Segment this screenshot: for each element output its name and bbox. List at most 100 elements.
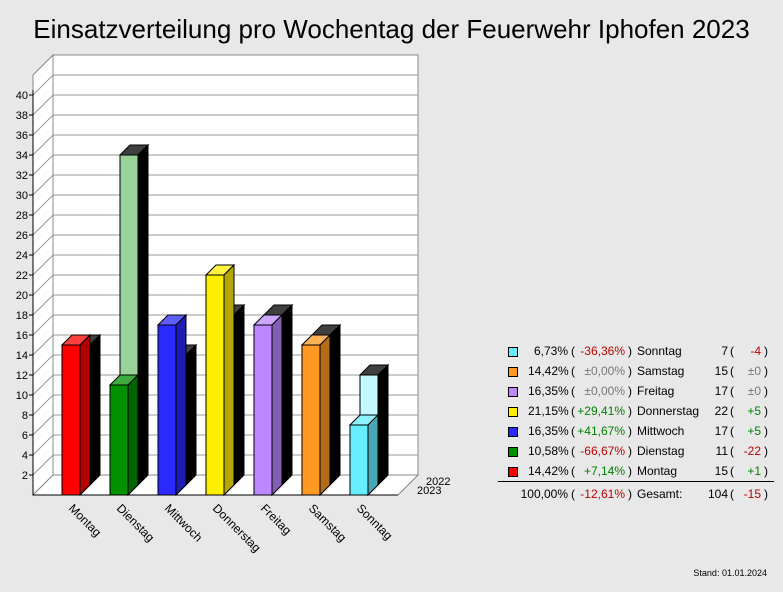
left-wall xyxy=(32,53,54,497)
bar-2023-freitag xyxy=(252,313,284,497)
legend-row: 16,35%(+41,67%) Mittwoch 17(+5) xyxy=(498,421,776,441)
y-tick-label: 22 xyxy=(16,270,28,282)
legend-divider xyxy=(498,481,774,482)
y-tick-label: 14 xyxy=(16,350,28,362)
legend-swatch xyxy=(508,407,518,417)
y-tick-label: 24 xyxy=(16,250,28,262)
legend-delta: ±0 xyxy=(747,364,761,378)
legend-day: Donnerstag xyxy=(637,404,700,418)
legend-row: 6,73%(-36,36%) Sonntag 7(-4) xyxy=(498,341,776,361)
legend-pct: 6,73% xyxy=(533,344,568,358)
legend-delta: +1 xyxy=(747,464,761,478)
bar-2023-sonntag-side xyxy=(367,413,379,497)
legend-pct: 14,42% xyxy=(528,464,569,478)
bar-2022-freitag-side xyxy=(281,303,293,487)
bar-2023-mittwoch xyxy=(156,313,188,497)
legend-paren-close: ) xyxy=(764,404,768,418)
legend-paren-open: ( xyxy=(730,444,734,458)
legend-row: 14,42%(±0,00%) Samstag 15(±0) xyxy=(498,361,776,381)
legend-total-label: Gesamt: xyxy=(637,487,683,501)
legend-paren-close: ) xyxy=(628,487,632,501)
gridline xyxy=(32,254,418,276)
legend-row: 10,58%(-66,67%) Dienstag 11(-22) xyxy=(498,441,776,461)
bar-2023-mittwoch-front xyxy=(157,324,177,496)
legend-count: 17 xyxy=(714,424,728,438)
x-tick-label-samstag: Samstag xyxy=(306,501,349,544)
legend-paren-close: ) xyxy=(764,344,768,358)
legend-row: 21,15%(+29,41%) Donnerstag 22(+5) xyxy=(498,401,776,421)
legend-row: 14,42%(+7,14%) Montag 15(+1) xyxy=(498,461,776,481)
bar-2022-mittwoch-side xyxy=(185,343,197,487)
legend-paren-open: ( xyxy=(730,404,734,418)
legend-paren-open: ( xyxy=(730,487,734,501)
x-tick-label-dienstag: Dienstag xyxy=(114,501,157,544)
legend-change: ±0,00% xyxy=(584,384,625,398)
legend-pct: 16,35% xyxy=(528,424,569,438)
legend-count: 15 xyxy=(714,464,728,478)
legend-paren-close: ) xyxy=(628,364,632,378)
x-tick-label-donnerstag: Donnerstag xyxy=(210,501,264,555)
chart-title: Einsatzverteilung pro Wochentag der Feue… xyxy=(33,14,750,44)
legend-paren-close: ) xyxy=(764,384,768,398)
legend-paren-close: ) xyxy=(764,444,768,458)
y-tick-label: 20 xyxy=(16,290,28,302)
gridline xyxy=(32,114,418,136)
legend-paren-open: ( xyxy=(571,384,575,398)
legend-paren-open: ( xyxy=(571,424,575,438)
bar-2023-freitag-side xyxy=(271,313,283,497)
legend-paren-close: ) xyxy=(764,464,768,478)
bar-2022-sonntag-side xyxy=(377,363,389,487)
legend-day: Sonntag xyxy=(637,344,682,358)
legend-paren-close: ) xyxy=(764,487,768,501)
legend-day: Mittwoch xyxy=(637,424,685,438)
bar-2023-samstag xyxy=(300,333,332,497)
legend-pct: 21,15% xyxy=(528,404,569,418)
legend-delta: -4 xyxy=(750,344,761,358)
legend-change: +7,14% xyxy=(583,464,625,478)
y-tick-label: 18 xyxy=(16,310,28,322)
legend-paren-close: ) xyxy=(628,444,632,458)
legend-paren-close: ) xyxy=(628,384,632,398)
legend-paren-close: ) xyxy=(628,404,632,418)
legend-swatch xyxy=(508,387,518,397)
legend-pct: 10,58% xyxy=(528,444,569,458)
legend-delta: +5 xyxy=(747,404,761,418)
gridline xyxy=(32,414,418,436)
legend-paren-close: ) xyxy=(628,424,632,438)
gridline xyxy=(32,334,418,356)
bar-2022-samstag-side xyxy=(329,323,341,487)
bar-2022-dienstag-side xyxy=(137,143,149,487)
legend-day: Dienstag xyxy=(637,444,685,458)
legend-change: -36,36% xyxy=(580,344,625,358)
y-tick-label: 30 xyxy=(16,190,28,202)
gridline xyxy=(32,374,418,396)
legend-paren-open: ( xyxy=(571,464,575,478)
legend-change: +41,67% xyxy=(577,424,625,438)
gridline xyxy=(32,394,418,416)
legend-count: 17 xyxy=(714,384,728,398)
y-tick-label: 8 xyxy=(22,410,28,422)
legend-pct: 14,42% xyxy=(528,364,569,378)
legend-rows: 6,73%(-36,36%) Sonntag 7(-4) 14,42%(±0,00%)… xyxy=(498,341,776,481)
x-tick-label-freitag: Freitag xyxy=(258,501,294,537)
gridline xyxy=(32,314,418,336)
y-tick-label: 10 xyxy=(16,390,28,402)
legend-day: Freitag xyxy=(637,384,675,398)
gridline xyxy=(32,74,418,96)
y-tick-label: 2 xyxy=(22,470,28,482)
y-tick-label: 4 xyxy=(22,450,28,462)
legend-total-row: 100,00% ( -12,61% ) Gesamt: 104 ( -15 ) xyxy=(498,484,776,504)
legend-paren-close: ) xyxy=(628,464,632,478)
gridline xyxy=(32,234,418,256)
legend-paren-open: ( xyxy=(571,364,575,378)
legend-paren-open: ( xyxy=(730,344,734,358)
legend-swatch xyxy=(508,467,518,477)
legend-delta: -22 xyxy=(743,444,761,458)
x-tick-label-montag: Montag xyxy=(66,501,104,539)
legend-paren-open: ( xyxy=(730,364,734,378)
y-tick-label: 32 xyxy=(16,170,28,182)
gridline xyxy=(32,434,418,456)
legend-count: 7 xyxy=(721,344,728,358)
legend-paren-open: ( xyxy=(571,344,575,358)
y-tick-label: 6 xyxy=(22,430,28,442)
